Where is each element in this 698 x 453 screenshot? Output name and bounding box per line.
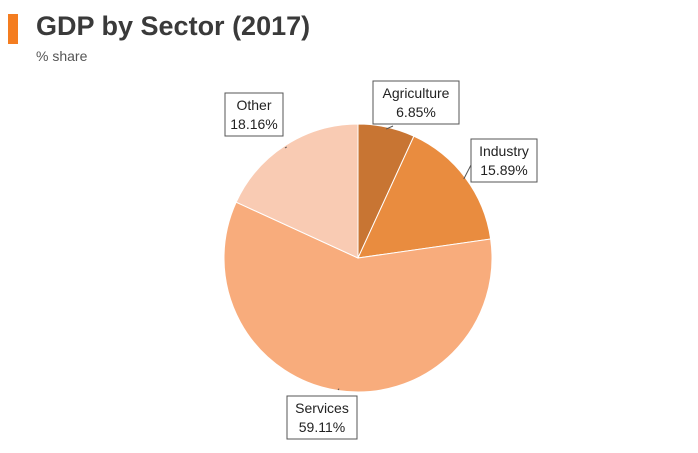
label-category: Industry (479, 143, 529, 159)
chart-title: GDP by Sector (2017) (36, 11, 311, 41)
pie-label-services: Services 59.11% (286, 388, 358, 440)
label-value: 6.85% (396, 104, 436, 120)
pie-label-other: Other 18.16% (224, 92, 287, 149)
label-category: Services (295, 400, 349, 416)
pie-labels: Agriculture 6.85% Industry 15.89% Services 59… (224, 80, 538, 440)
leader-line (284, 146, 287, 149)
chart-subtitle: % share (36, 48, 88, 64)
label-value: 18.16% (230, 116, 277, 132)
label-box (286, 395, 358, 440)
label-box (372, 80, 460, 125)
label-box (224, 92, 284, 137)
label-value: 59.11% (299, 419, 345, 435)
pie-slices (223, 123, 493, 393)
label-category: Agriculture (383, 85, 450, 101)
pie-label-industry: Industry 15.89% (463, 138, 538, 183)
leader-line (463, 164, 472, 180)
pie-slice-other (235, 123, 359, 259)
title-accent-bar (8, 14, 18, 44)
pie-slice-services (223, 201, 493, 393)
pie-label-agriculture: Agriculture 6.85% (372, 80, 460, 130)
label-value: 15.89% (480, 162, 527, 178)
label-box (470, 138, 538, 183)
label-category: Other (236, 97, 271, 113)
leader-line (337, 388, 340, 391)
leader-line (385, 125, 394, 130)
pie-slice-industry (357, 135, 492, 259)
